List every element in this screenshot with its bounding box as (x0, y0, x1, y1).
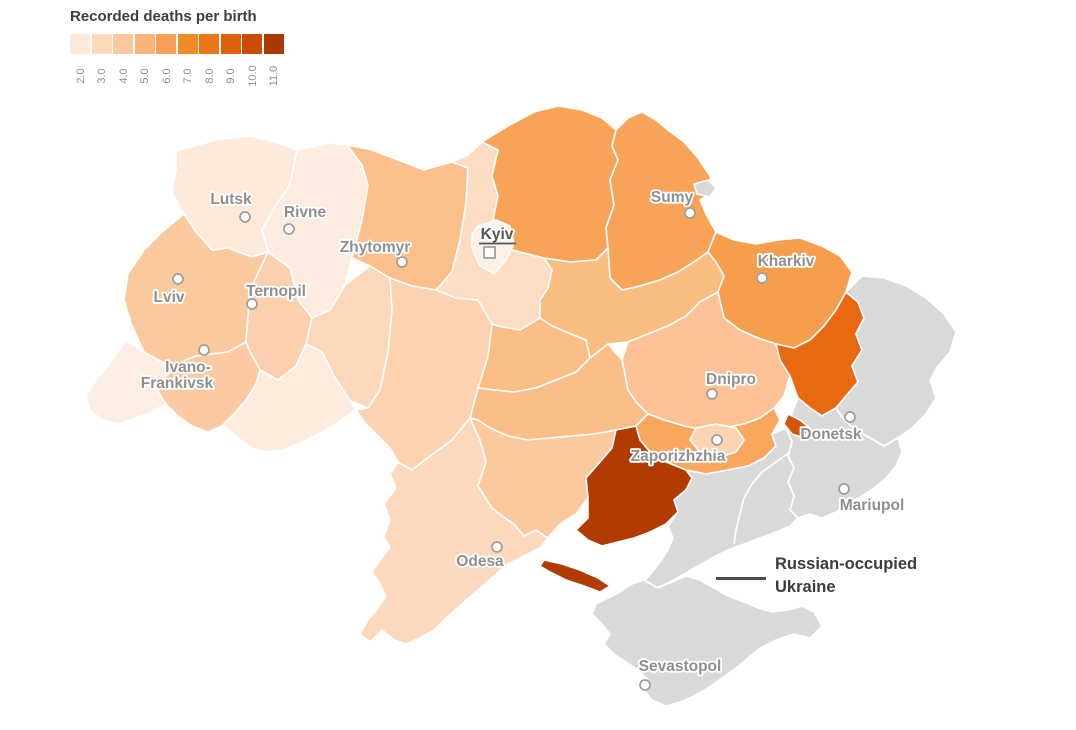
city-label-kharkiv: Kharkiv (758, 253, 815, 270)
legend-swatch (177, 34, 198, 54)
city-label-ivano-frankivsk-line1: Ivano- (165, 359, 211, 376)
occupied-region-sumy-sliver[interactable] (693, 179, 717, 198)
legend-tick: 2.0 (74, 68, 87, 84)
occupied-internal-border (733, 451, 791, 545)
city-marker-rivne (283, 223, 295, 235)
legend-tick: 6.0 (160, 68, 173, 84)
city-marker-zaporizhzhia (711, 434, 723, 446)
city-marker-mariupol (838, 483, 850, 495)
legend-title: Recorded deaths per birth (70, 8, 257, 25)
legend-tick: 5.0 (139, 68, 152, 84)
legend-swatch (134, 34, 155, 54)
legend-swatch (242, 34, 262, 54)
city-label-sumy: Sumy (651, 189, 694, 206)
city-label-rivne: Rivne (284, 204, 327, 221)
city-label-dnipro: Dnipro (706, 371, 756, 388)
region-donetsk-sliver[interactable] (783, 413, 811, 439)
city-marker-kharkiv (756, 272, 768, 284)
legend-tick-row: 2.0 3.0 4.0 5.0 6.0 7.0 8.0 9.0 10.0 11.… (70, 57, 285, 95)
city-label-kyiv: Kyiv (481, 226, 514, 243)
legend-tick: 7.0 (182, 68, 195, 84)
city-label-lviv: Lviv (153, 289, 184, 306)
legend-tick: 4.0 (117, 68, 130, 84)
region-chernivtsi[interactable] (221, 343, 357, 453)
occupied-line-swatch (716, 577, 766, 580)
city-marker-odesa (491, 541, 503, 553)
city-label-zhytomyr: Zhytomyr (340, 239, 411, 256)
region-kherson[interactable] (575, 425, 693, 547)
legend-tick: 11.0 (268, 65, 281, 87)
legend-swatch (70, 34, 90, 54)
legend-swatch (156, 34, 176, 54)
legend-swatch (199, 34, 219, 54)
region-zakarpattia[interactable] (85, 339, 175, 425)
city-marker-sevastopol (639, 679, 651, 691)
city-marker-dnipro (706, 388, 718, 400)
region-zhytomyr[interactable] (346, 144, 469, 291)
city-label-zaporizhzhia: Zaporizhzhia (631, 448, 726, 465)
city-marker-sumy (684, 207, 696, 219)
legend-tick: 9.0 (225, 68, 238, 84)
occupied-legend-label: Russian-occupied Ukraine (775, 555, 918, 596)
city-label-sevastopol: Sevastopol (639, 658, 722, 675)
city-marker-ivano-frankivsk (198, 344, 210, 356)
city-marker-zhytomyr (396, 256, 408, 268)
occupied-region-crimea[interactable] (591, 575, 823, 707)
city-label-ivano-frankivsk-line2: Frankivsk (141, 375, 214, 392)
legend-tick: 10.0 (246, 65, 259, 87)
city-label-mariupol: Mariupol (840, 497, 905, 514)
city-label-lutsk: Lutsk (210, 191, 252, 208)
legend-swatch (263, 34, 284, 54)
city-label-odesa: Odesa (456, 553, 504, 570)
legend-swatch (91, 34, 112, 54)
city-marker-donetsk (844, 411, 856, 423)
city-marker-lutsk (239, 211, 251, 223)
legend-swatch (220, 34, 241, 54)
color-scale-legend: Recorded deaths per birth 2.0 3.0 4.0 5.… (70, 8, 285, 95)
city-marker-lviv (172, 273, 184, 285)
legend-tick: 3.0 (96, 68, 109, 84)
legend-swatch-row (70, 34, 285, 54)
legend-tick: 8.0 (203, 68, 216, 84)
city-marker-kyiv (483, 246, 496, 259)
city-marker-ternopil (246, 298, 258, 310)
legend-swatch (113, 34, 133, 54)
city-label-donetsk: Donetsk (800, 426, 862, 443)
region-kherson-spit[interactable] (539, 559, 611, 593)
city-label-ternopil: Ternopil (246, 283, 306, 300)
